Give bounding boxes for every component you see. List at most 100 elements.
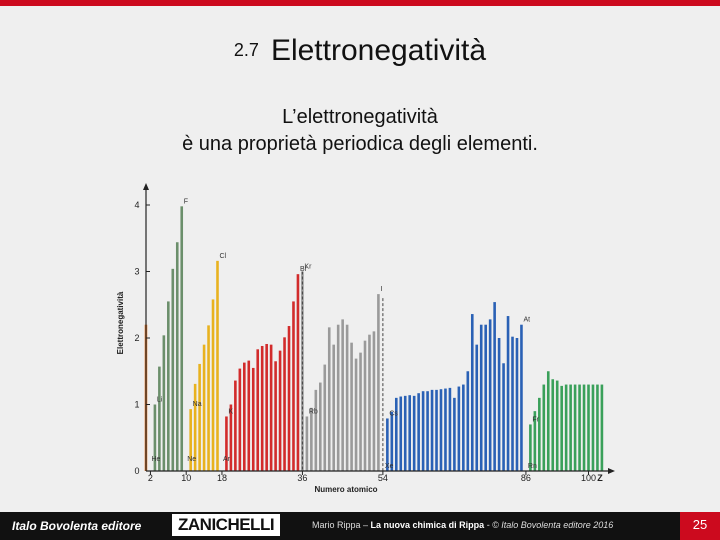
bar-z4: [158, 366, 161, 471]
slide-title: 2.7 Elettronegatività: [0, 34, 720, 68]
subtitle-line-1: L’elettronegatività: [282, 106, 438, 128]
bar-z16: [211, 299, 215, 471]
footer-bar: Italo Bovolenta editore ZANICHELLI Mario…: [0, 512, 720, 540]
bar-z45: [341, 319, 344, 471]
element-label-cs: Cs: [389, 410, 398, 417]
bar-z60: [408, 395, 411, 471]
bar-z26: [256, 349, 260, 471]
bar-z43: [332, 344, 336, 471]
bar-z21: [234, 380, 237, 471]
bar-z50: [363, 340, 367, 471]
y-tick-label-3: 3: [134, 267, 139, 277]
bar-z20: [229, 404, 233, 471]
bar-z51: [368, 334, 371, 471]
credits-copyright: - © Italo Bovolenta editore 2016: [484, 520, 614, 530]
x-tick-label-36: 36: [297, 473, 307, 483]
y-tick-label-2: 2: [134, 333, 139, 343]
bar-z19: [225, 416, 228, 471]
bar-z69: [448, 387, 452, 471]
bar-z72: [462, 384, 465, 471]
bar-z97: [573, 384, 577, 471]
bar-z37: [305, 416, 309, 471]
bar-z35: [296, 274, 300, 471]
element-label-cl: Cl: [219, 253, 226, 260]
bar-z76: [479, 324, 483, 471]
element-label-rb: Rb: [309, 408, 318, 415]
bar-z63: [421, 391, 425, 471]
bar-z36: [301, 271, 304, 471]
bar-z91: [546, 371, 550, 471]
bar-z82: [506, 316, 510, 471]
bar-z81: [502, 363, 505, 471]
bar-z80: [497, 338, 501, 471]
bar-z29: [269, 344, 273, 471]
bar-z70: [453, 397, 456, 471]
bar-z98: [578, 384, 581, 471]
x-tick-label-86: 86: [521, 473, 531, 483]
bar-z42: [327, 327, 331, 471]
credits-book: La nuova chimica di Rippa: [370, 520, 485, 530]
bar-z56: [390, 411, 394, 471]
bar-z87: [529, 424, 532, 471]
element-label-f: F: [184, 198, 188, 205]
bar-z75: [475, 344, 479, 471]
bar-z6: [167, 301, 170, 471]
x-tick-label-100: 100: [581, 473, 596, 483]
bar-z27: [260, 345, 264, 471]
bar-z99: [582, 384, 586, 471]
element-label-br: Br: [300, 266, 308, 273]
bar-z73: [466, 371, 470, 471]
bar-z88: [533, 411, 537, 471]
bar-z32: [283, 337, 286, 471]
bar-z23: [243, 362, 246, 471]
bar-z96: [569, 384, 572, 471]
zanichelli-logo: ZANICHELLI: [172, 514, 281, 536]
y-tick-label-1: 1: [134, 400, 139, 410]
bar-z40: [319, 382, 322, 471]
bar-z89: [538, 397, 541, 471]
element-label-rn: Rn: [528, 463, 537, 470]
bar-z53: [377, 294, 380, 471]
bar-z64: [426, 391, 429, 471]
bar-z92: [551, 379, 555, 471]
bar-z59: [403, 395, 407, 471]
credits-text: Mario Rippa – La nuova chimica di Rippa …: [312, 520, 613, 530]
bar-z28: [265, 343, 268, 471]
bar-z48: [354, 358, 358, 471]
y-tick-label-4: 4: [134, 200, 139, 210]
bar-z25: [251, 367, 255, 471]
bar-z11: [189, 409, 192, 471]
bar-z67: [439, 389, 443, 471]
bar-z7: [171, 268, 175, 471]
bar-z57: [394, 397, 398, 471]
bar-z101: [591, 384, 595, 471]
bar-z3: [153, 404, 157, 471]
element-label-ar: Ar: [223, 456, 231, 463]
element-label-he: He: [151, 456, 160, 463]
element-label-kr: Kr: [304, 264, 312, 271]
bar-z8: [175, 242, 179, 471]
bar-z38: [310, 407, 313, 471]
bar-z68: [444, 388, 447, 471]
bar-z94: [560, 385, 563, 471]
bar-z12: [193, 383, 197, 471]
bar-z39: [314, 389, 318, 471]
bar-z47: [350, 342, 353, 471]
bar-z13: [198, 363, 201, 471]
x-tick-label-18: 18: [217, 473, 227, 483]
bar-z30: [274, 361, 277, 471]
bar-z46: [345, 324, 349, 471]
bar-z83: [511, 336, 514, 471]
bar-z74: [470, 314, 474, 471]
title-text: Elettronegatività: [270, 34, 487, 67]
bar-z84: [515, 338, 519, 471]
bar-z44: [336, 324, 340, 471]
bar-z52: [372, 331, 376, 471]
bar-z15: [207, 325, 210, 471]
bar-z66: [435, 389, 438, 471]
element-label-ne: Ne: [187, 456, 196, 463]
bar-z71: [457, 386, 461, 471]
credits-author: Mario Rippa –: [312, 520, 369, 530]
bar-z22: [238, 368, 242, 471]
